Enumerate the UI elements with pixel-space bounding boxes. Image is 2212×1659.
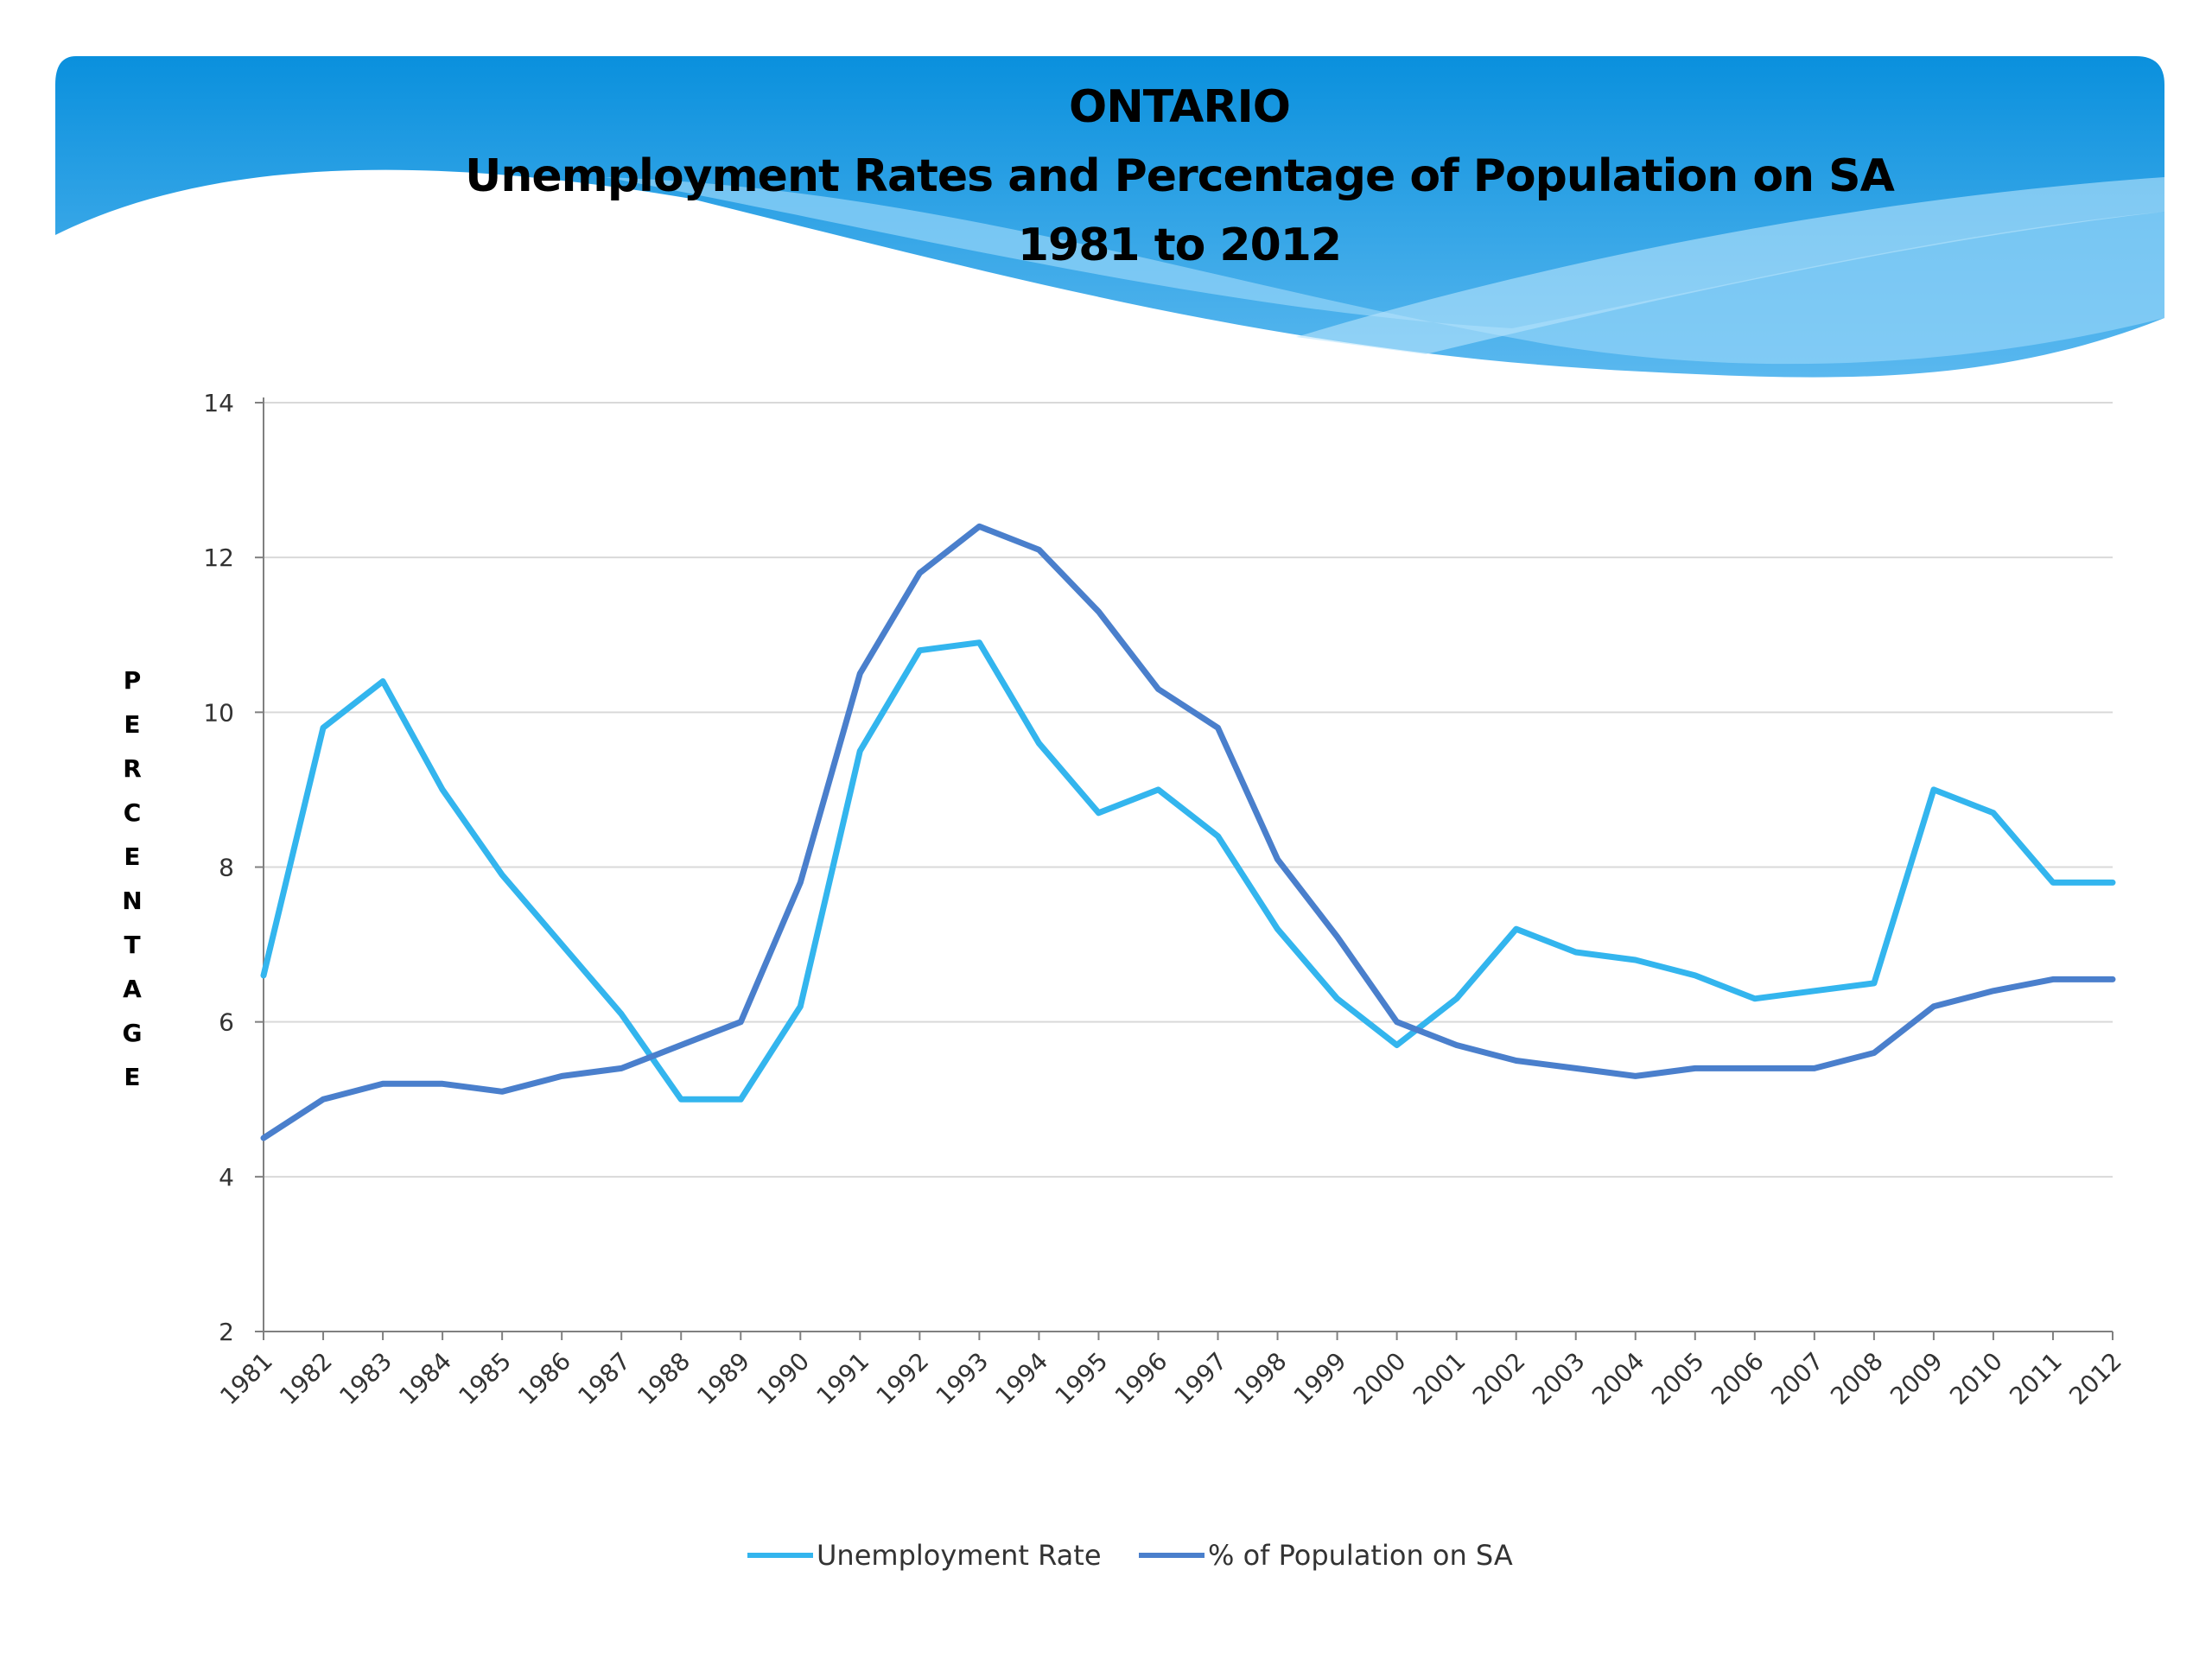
series-line-1 xyxy=(260,639,2116,1103)
x-tick-label: 1991 xyxy=(811,1347,875,1411)
x-tick-label: 1988 xyxy=(632,1347,696,1411)
y-tick-label: 10 xyxy=(203,698,234,727)
x-tick-label: 1993 xyxy=(931,1347,995,1411)
y-axis-label-letter: T xyxy=(124,931,141,959)
x-tick-label: 2005 xyxy=(1646,1347,1710,1411)
x-tick-label: 2010 xyxy=(1944,1347,2008,1411)
x-tick-label: 2001 xyxy=(1408,1347,1471,1411)
y-tick-label: 2 xyxy=(219,1318,234,1346)
y-axis-label-letter: G xyxy=(122,1019,143,1047)
x-tick-label: 2011 xyxy=(2004,1347,2068,1411)
y-axis-label-letter: A xyxy=(123,975,142,1003)
legend-item: Unemployment Rate xyxy=(747,1536,1102,1574)
x-tick-label: 2009 xyxy=(1885,1347,1948,1411)
series-line-2 xyxy=(260,523,2116,1141)
x-tick-label: 1999 xyxy=(1288,1347,1352,1411)
x-tick-label: 1997 xyxy=(1169,1347,1233,1411)
x-tick-label: 2002 xyxy=(1467,1347,1531,1411)
x-tick-label: 2007 xyxy=(1765,1347,1829,1411)
legend-item: % of Population on SA xyxy=(1139,1536,1513,1574)
y-tick-label: 8 xyxy=(219,854,234,882)
x-tick-label: 1982 xyxy=(274,1347,338,1411)
y-axis-label-letter: R xyxy=(123,754,142,783)
x-tick-label: 2000 xyxy=(1348,1347,1412,1411)
chart-legend: Unemployment Rate % of Population on SA xyxy=(0,1536,2212,1574)
x-tick-label: 1995 xyxy=(1050,1347,1114,1411)
x-tick-label: 1986 xyxy=(512,1347,576,1411)
chart-title: ONTARIO Unemployment Rates and Percentag… xyxy=(0,73,2212,280)
y-tick-label: 14 xyxy=(203,389,234,417)
x-tick-label: 2003 xyxy=(1527,1347,1591,1411)
x-tick-label: 2006 xyxy=(1706,1347,1770,1411)
y-axis-label-letter: E xyxy=(124,1063,141,1091)
x-tick-label: 1987 xyxy=(572,1347,636,1411)
x-tick-label: 2012 xyxy=(2063,1347,2127,1411)
y-tick-label: 12 xyxy=(203,543,234,572)
x-tick-label: 1998 xyxy=(1229,1347,1293,1411)
legend-swatch xyxy=(747,1553,813,1558)
x-tick-label: 2004 xyxy=(1586,1347,1650,1411)
x-tick-label: 1983 xyxy=(334,1347,397,1411)
x-tick-label: 1985 xyxy=(453,1347,517,1411)
banner-wave-light xyxy=(605,177,2164,365)
x-tick-label: 1994 xyxy=(990,1347,1054,1411)
legend-swatch xyxy=(1139,1553,1205,1558)
y-axis-label-letter: C xyxy=(123,798,142,827)
y-axis-label-letter: E xyxy=(124,842,141,871)
x-tick-label: 1989 xyxy=(691,1347,755,1411)
banner-wave-highlight xyxy=(1296,177,2164,354)
title-line-3: 1981 to 2012 xyxy=(1017,219,1342,271)
legend-label: Unemployment Rate xyxy=(817,1539,1102,1572)
legend-label: % of Population on SA xyxy=(1208,1539,1513,1572)
y-tick-label: 6 xyxy=(219,1008,234,1037)
x-tick-label: 1990 xyxy=(752,1347,816,1411)
title-line-1: ONTARIO xyxy=(1069,81,1291,133)
y-axis-label-letter: P xyxy=(123,666,142,695)
x-tick-label: 1996 xyxy=(1109,1347,1173,1411)
x-tick-label: 1992 xyxy=(871,1347,935,1411)
y-axis-label-letter: E xyxy=(124,710,141,739)
y-tick-label: 4 xyxy=(219,1163,234,1192)
y-axis-label-letter: N xyxy=(122,887,143,915)
x-tick-label: 1984 xyxy=(393,1347,457,1411)
x-tick-label: 1981 xyxy=(214,1347,278,1411)
x-tick-label: 2008 xyxy=(1825,1347,1889,1411)
header-banner xyxy=(55,56,2164,378)
title-line-2: Unemployment Rates and Percentage of Pop… xyxy=(465,150,1895,202)
